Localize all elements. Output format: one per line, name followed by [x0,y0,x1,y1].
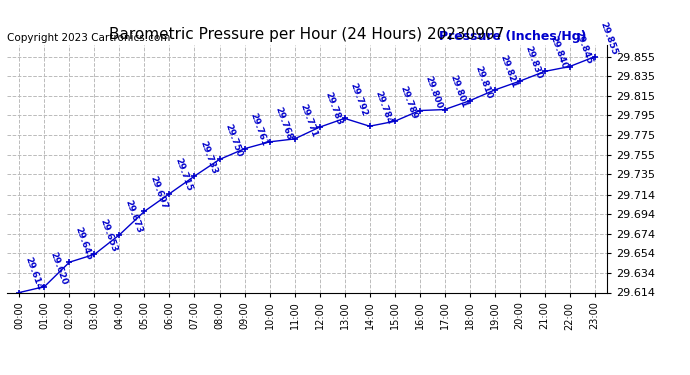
Text: 29.801: 29.801 [448,73,469,109]
Text: 29.653: 29.653 [99,218,119,254]
Text: Pressure (Inches/Hg): Pressure (Inches/Hg) [439,30,586,42]
Text: 29.810: 29.810 [474,64,494,100]
Text: 29.845: 29.845 [574,30,594,66]
Text: 29.771: 29.771 [299,102,319,138]
Text: 29.645: 29.645 [74,225,94,261]
Text: 29.784: 29.784 [374,90,394,125]
Text: 29.620: 29.620 [48,250,69,286]
Text: 29.733: 29.733 [199,140,219,175]
Text: 29.792: 29.792 [348,82,369,118]
Text: 29.840: 29.840 [549,35,569,70]
Text: 29.750: 29.750 [224,123,244,159]
Text: 29.800: 29.800 [424,74,444,110]
Title: Barometric Pressure per Hour (24 Hours) 20230907: Barometric Pressure per Hour (24 Hours) … [110,27,504,42]
Text: 29.768: 29.768 [274,105,294,141]
Text: 29.789: 29.789 [399,84,420,120]
Text: 29.697: 29.697 [148,174,169,210]
Text: 29.715: 29.715 [174,157,194,193]
Text: 29.830: 29.830 [524,45,544,80]
Text: 29.821: 29.821 [499,54,519,89]
Text: 29.614: 29.614 [23,256,44,292]
Text: 29.855: 29.855 [599,20,619,56]
Text: Copyright 2023 Cartronics.com: Copyright 2023 Cartronics.com [7,33,170,42]
Text: 29.761: 29.761 [248,112,269,148]
Text: 29.673: 29.673 [124,198,144,234]
Text: 29.783: 29.783 [324,90,344,126]
